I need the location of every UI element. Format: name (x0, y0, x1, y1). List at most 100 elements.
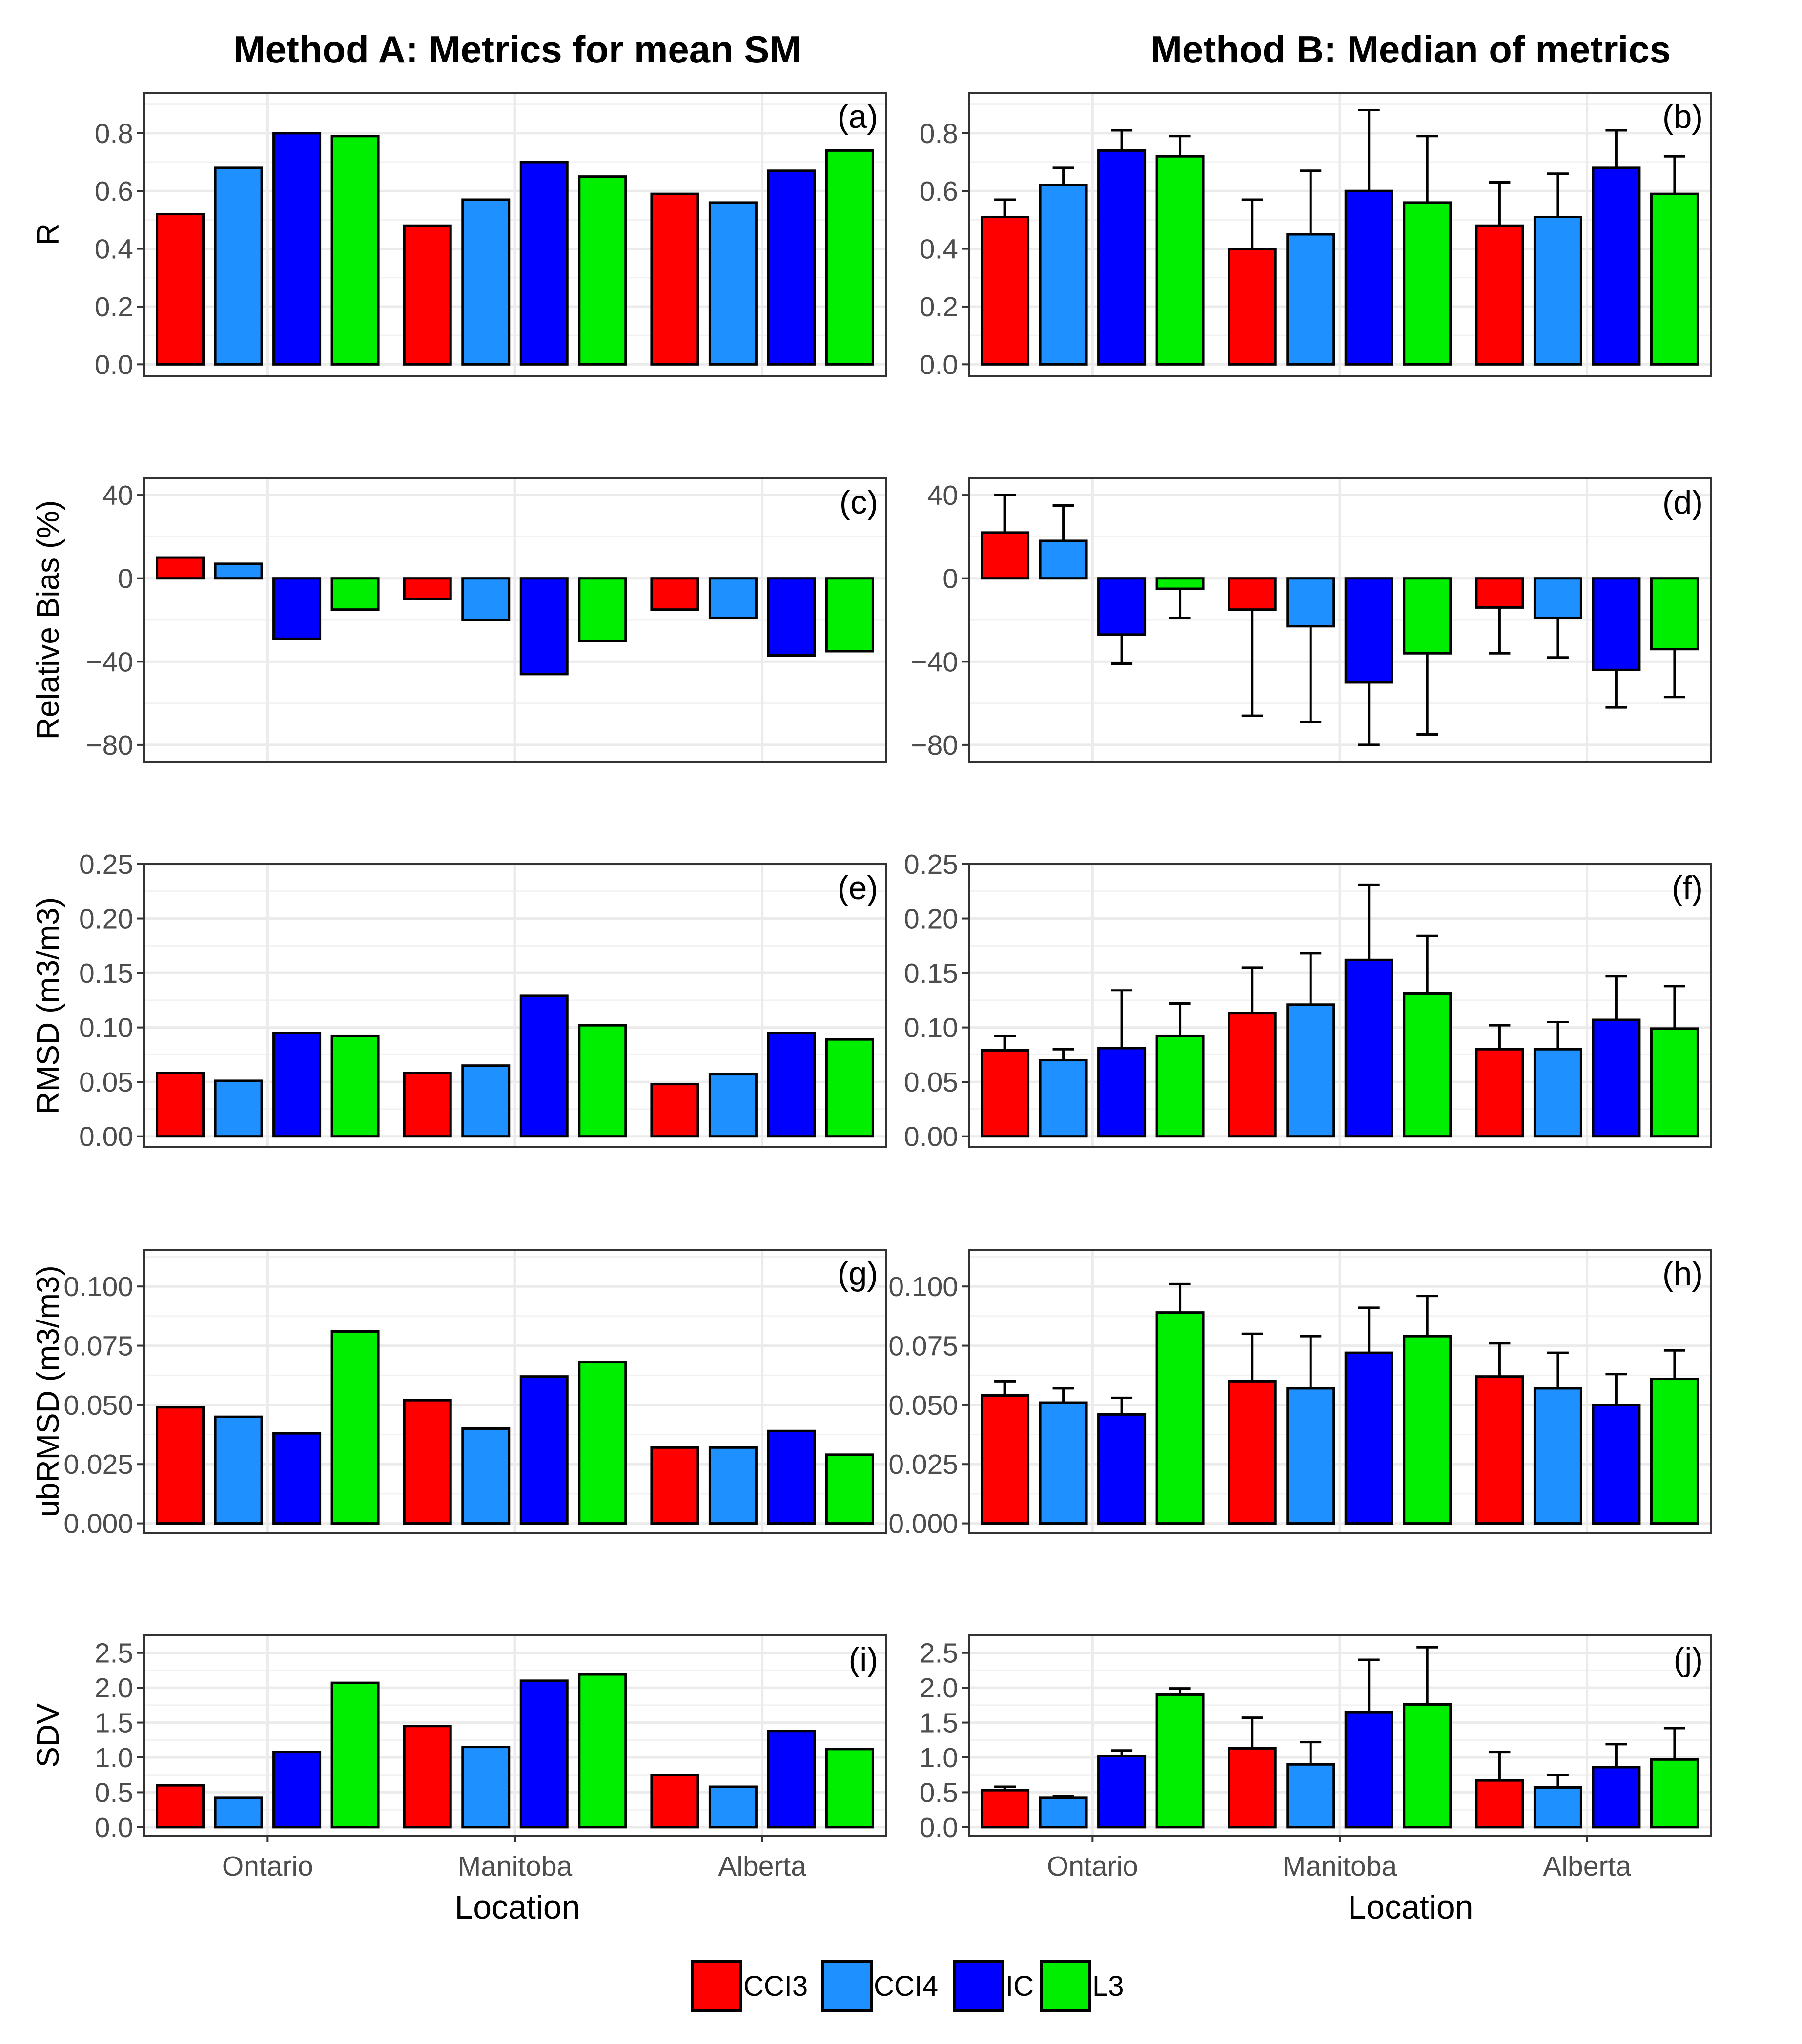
panel-j-x-tick-label-manitoba: Manitoba (1283, 1851, 1397, 1882)
panel-i-bar-cci4-alberta (708, 1785, 758, 1829)
panel-b-bar-rect-ic (1097, 149, 1147, 366)
panel-g-bar-l3-alberta (825, 1453, 874, 1525)
panel-i-bar-l3-alberta (825, 1748, 874, 1829)
panel-f-bar-cci4-alberta (1533, 1020, 1582, 1138)
panel-h-bar-rect-ic (1592, 1404, 1641, 1525)
panel-b-bar-rect-cci3 (1228, 248, 1277, 366)
panel-d-y-tick-label: −40 (911, 646, 958, 678)
panel-j-bar-rect-cci3 (1475, 1779, 1524, 1829)
panels: 0.0 0.2 0.4 0.6 0.8 (a) R 0.0 0.2 0.4 0.6 0.8 (b) −80… (30, 92, 1712, 1882)
panel-i-bar-cci3-alberta (650, 1774, 699, 1829)
panel-i: 0.0 0.51.01.5 2.02.5 (i) SDV Ontario Manitoba A… (30, 1634, 887, 1882)
panel-j-y-tick-label: 1.5 (920, 1708, 958, 1739)
panel-e-bar-rect-ic (519, 994, 569, 1138)
panel-f-tag: (f) (1672, 869, 1703, 907)
panel-c-y-tick-label: 0 (118, 563, 133, 595)
panel-b-bar-rect-cci4 (1286, 233, 1335, 366)
panel-j-y-tick-label: 0.0 (920, 1812, 958, 1843)
panel-e-bar-cci3-alberta (650, 1083, 699, 1138)
panel-j-y-tick-label: 2.0 (920, 1672, 958, 1704)
panel-b-y-tick-label: 0.0 (920, 349, 958, 380)
panel-c-bar-rect-l3 (825, 577, 874, 653)
panel-j-bar-ic-ontario (1097, 1749, 1147, 1829)
panel-c-bar-cci3-alberta (650, 577, 699, 611)
panel-d-bar-rect-cci4 (1286, 577, 1335, 628)
panel-d-bar-rect-ic (1344, 577, 1393, 684)
panel-b-bar-rect-cci4 (1533, 215, 1582, 366)
panel-g-bar-l3-ontario (330, 1330, 380, 1525)
panel-e-bar-ic-alberta (767, 1032, 816, 1138)
panel-h-bar-l3-ontario (1155, 1282, 1205, 1525)
panel-b-bar-ic-manitoba (1344, 109, 1393, 366)
panel-h-bar-rect-cci3 (981, 1394, 1030, 1525)
panel-h-bar-rect-cci4 (1039, 1401, 1088, 1525)
panel-g-bar-rect-cci4 (214, 1415, 263, 1525)
panel-i-bar-l3-manitoba (578, 1673, 627, 1829)
panel-e-bar-rect-l3 (825, 1038, 874, 1138)
panel-e-border (143, 863, 887, 1148)
panel-h-bar-cci4-manitoba (1286, 1335, 1335, 1525)
panel-c-bar-cci3-manitoba (403, 577, 452, 600)
panel-c: −80 −40 0 40 (c) Relative Bias (%) (30, 477, 887, 763)
panel-i-y-tick-label: 2.5 (95, 1638, 133, 1669)
panel-h-bar-cci4-alberta (1533, 1351, 1582, 1525)
panel-i-bar-ic-alberta (767, 1730, 816, 1829)
panel-h-bar-cci4-ontario (1039, 1387, 1088, 1525)
panel-a-y-axis-label: R (30, 223, 65, 246)
panel-f-bar-rect-ic (1097, 1047, 1147, 1138)
panel-h-bar-rect-cci3 (1228, 1380, 1277, 1525)
panel-g-bar-rect-l3 (330, 1330, 380, 1525)
panel-e-bar-ic-ontario (272, 1032, 322, 1138)
panel-f: 0.00 0.05 0.10 0.15 0.20 0.25 (f) (904, 849, 1712, 1153)
panel-i-tag: (i) (849, 1641, 878, 1678)
panel-a-bar-rect-ic (767, 169, 816, 366)
panel-a-bar-ic-ontario (272, 132, 322, 366)
panel-d-bar-ic-alberta (1592, 577, 1641, 709)
panel-i-x-tick-label-ontario: Ontario (222, 1851, 313, 1882)
panel-f-bar-rect-cci3 (1228, 1012, 1277, 1138)
panel-a-y-tick-label: 0.2 (95, 291, 133, 323)
panel-b-border (968, 92, 1712, 377)
panel-j-bar-l3-manitoba (1403, 1646, 1452, 1829)
panel-d: −80 −40 0 40 (d) (911, 477, 1712, 763)
panel-i-bar-rect-cci4 (214, 1796, 263, 1829)
panel-h-bar-cci3-alberta (1475, 1342, 1524, 1525)
panel-f-y-tick-label: 0.25 (904, 849, 958, 880)
panel-g-y-tick-label: 0.000 (63, 1508, 133, 1540)
panel-f-y-tick-label: 0.20 (904, 904, 958, 935)
panel-h-bar-rect-l3 (1403, 1335, 1452, 1525)
panel-h-bar-rect-cci3 (1475, 1375, 1524, 1525)
panel-j-bar-rect-cci4 (1286, 1763, 1335, 1829)
panel-a-bar-rect-cci3 (156, 213, 205, 366)
panel-a-bar-rect-ic (272, 132, 322, 366)
panel-i-bar-rect-cci4 (708, 1785, 758, 1829)
panel-j-y-tick-label: 2.5 (920, 1638, 958, 1669)
panel-c-bar-rect-cci3 (403, 577, 452, 600)
panel-a-y-tick-label: 0.0 (95, 349, 133, 380)
panel-a-y-tick-label: 0.6 (95, 176, 133, 207)
panel-g-bar-ic-manitoba (519, 1375, 569, 1525)
panel-e-bar-l3-manitoba (578, 1024, 627, 1138)
panel-f-bar-cci3-manitoba (1228, 966, 1277, 1138)
panel-a-bar-rect-cci3 (403, 224, 452, 366)
panel-i-bar-cci3-manitoba (403, 1725, 452, 1829)
legend-swatch-cci3 (691, 1960, 742, 2012)
panel-a-bar-rect-cci4 (708, 201, 758, 366)
panel-j-bar-cci4-alberta (1533, 1774, 1582, 1829)
panel-f-bar-rect-cci4 (1039, 1059, 1088, 1138)
panel-g: 0.000 0.025 0.050 0.075 0.100 (g) ubRMSD (m3/m… (30, 1249, 887, 1540)
panel-j-bar-rect-l3 (1155, 1693, 1205, 1829)
panel-j-y-tick-label: 1.0 (920, 1742, 958, 1774)
panel-b-bar-rect-l3 (1650, 192, 1699, 366)
panel-d-y-tick-label: 40 (927, 480, 958, 511)
panel-d-bar-rect-ic (1592, 577, 1641, 671)
panel-c-bar-cci4-alberta (708, 577, 758, 619)
panel-j-bar-l3-ontario (1155, 1687, 1205, 1829)
panel-h-bar-rect-ic (1097, 1413, 1147, 1525)
panel-d-bar-cci3-manitoba (1228, 577, 1277, 717)
panel-g-bar-ic-ontario (272, 1432, 322, 1525)
legend-swatch-l3 (1040, 1960, 1091, 2012)
panel-i-bar-rect-ic (767, 1730, 816, 1829)
panel-b-bar-cci3-ontario (981, 198, 1030, 366)
